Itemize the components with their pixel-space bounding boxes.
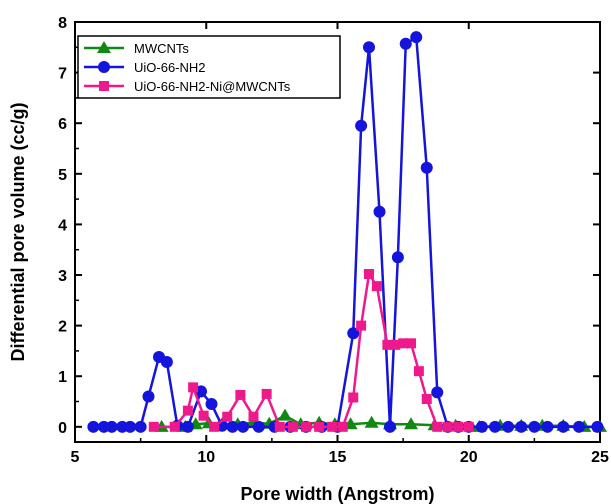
data-point xyxy=(591,420,604,433)
x-tick-label: 25 xyxy=(591,449,609,466)
data-point xyxy=(364,415,379,428)
legend-label: MWCNTs xyxy=(134,41,189,56)
y-tick-label: 4 xyxy=(58,217,67,234)
data-point xyxy=(413,366,424,377)
data-point xyxy=(406,338,416,349)
y-axis-title: Differential pore volume (cc/g) xyxy=(8,102,28,361)
series-line xyxy=(153,272,469,429)
y-axis: 0 1 2 3 4 5 6 7 8 xyxy=(58,15,600,437)
data-point xyxy=(453,421,464,432)
data-point xyxy=(287,421,298,432)
data-point xyxy=(142,390,155,403)
data-point xyxy=(382,339,393,350)
data-point xyxy=(222,411,233,422)
data-point xyxy=(528,420,541,433)
y-tick-label: 6 xyxy=(58,116,67,133)
data-point xyxy=(337,421,348,432)
data-point xyxy=(248,411,259,422)
data-point xyxy=(182,405,193,416)
data-point xyxy=(209,421,220,432)
data-point xyxy=(356,320,367,331)
data-point xyxy=(235,389,246,400)
x-tick-label: 20 xyxy=(460,449,478,466)
data-point xyxy=(252,420,265,433)
data-point xyxy=(261,388,272,399)
x-tick-label: 10 xyxy=(197,449,215,466)
data-point xyxy=(390,339,401,350)
x-tick-label: 15 xyxy=(329,449,347,466)
data-point xyxy=(355,119,368,132)
data-point xyxy=(502,420,515,433)
y-tick-label: 5 xyxy=(58,167,67,184)
data-point xyxy=(99,81,109,91)
y-tick-label: 8 xyxy=(58,15,67,32)
data-point xyxy=(475,420,488,433)
data-point xyxy=(98,61,110,73)
data-point xyxy=(515,420,528,433)
data-point xyxy=(573,420,585,433)
data-point xyxy=(442,421,453,432)
data-point xyxy=(431,386,444,399)
y-tick-label: 1 xyxy=(58,369,67,386)
data-point xyxy=(398,338,409,349)
data-point xyxy=(363,41,375,54)
data-point xyxy=(314,421,325,432)
x-axis: 5 10 15 20 25 xyxy=(71,22,609,466)
data-point xyxy=(364,269,374,279)
data-point xyxy=(541,420,554,433)
data-point xyxy=(348,392,359,403)
data-point xyxy=(278,408,292,421)
legend-label: UiO-66-NH2 xyxy=(134,60,206,75)
series-layer xyxy=(87,31,607,433)
series-circle xyxy=(87,31,604,433)
data-point xyxy=(373,205,386,218)
data-point xyxy=(489,420,501,433)
legend-label: UiO-66-NH2-Ni@MWCNTs xyxy=(134,79,291,94)
legend: MWCNTs UiO-66-NH2 UiO-66-NH2-Ni@MWCNTs xyxy=(77,35,341,99)
data-point xyxy=(404,417,418,430)
data-point xyxy=(97,41,111,53)
x-tick-label: 5 xyxy=(71,449,80,466)
data-point xyxy=(226,420,239,433)
series-square xyxy=(148,269,474,432)
y-tick-label: 3 xyxy=(58,268,67,285)
data-point xyxy=(432,421,443,432)
data-point xyxy=(410,31,423,44)
data-point xyxy=(188,382,199,393)
data-point xyxy=(420,161,433,174)
data-point xyxy=(169,421,180,432)
y-tick-label: 7 xyxy=(58,66,67,83)
data-point xyxy=(399,37,412,50)
data-point xyxy=(198,410,209,421)
data-point xyxy=(205,398,218,411)
data-point xyxy=(237,420,249,433)
data-point xyxy=(181,420,194,433)
data-point xyxy=(148,421,159,432)
data-point xyxy=(327,421,338,432)
data-point xyxy=(160,356,173,369)
data-point xyxy=(557,420,570,433)
data-point xyxy=(301,421,311,432)
data-point xyxy=(421,393,432,404)
y-tick-label: 2 xyxy=(58,319,67,336)
y-tick-label: 0 xyxy=(58,420,67,437)
data-point xyxy=(463,421,474,432)
data-point xyxy=(391,251,404,264)
data-point xyxy=(124,420,137,433)
data-point xyxy=(274,421,285,432)
data-point xyxy=(105,420,118,433)
data-point xyxy=(87,420,100,433)
data-point xyxy=(134,420,147,433)
data-point xyxy=(384,420,396,433)
data-point xyxy=(371,281,382,292)
x-axis-title: Pore width (Angstrom) xyxy=(241,484,435,504)
